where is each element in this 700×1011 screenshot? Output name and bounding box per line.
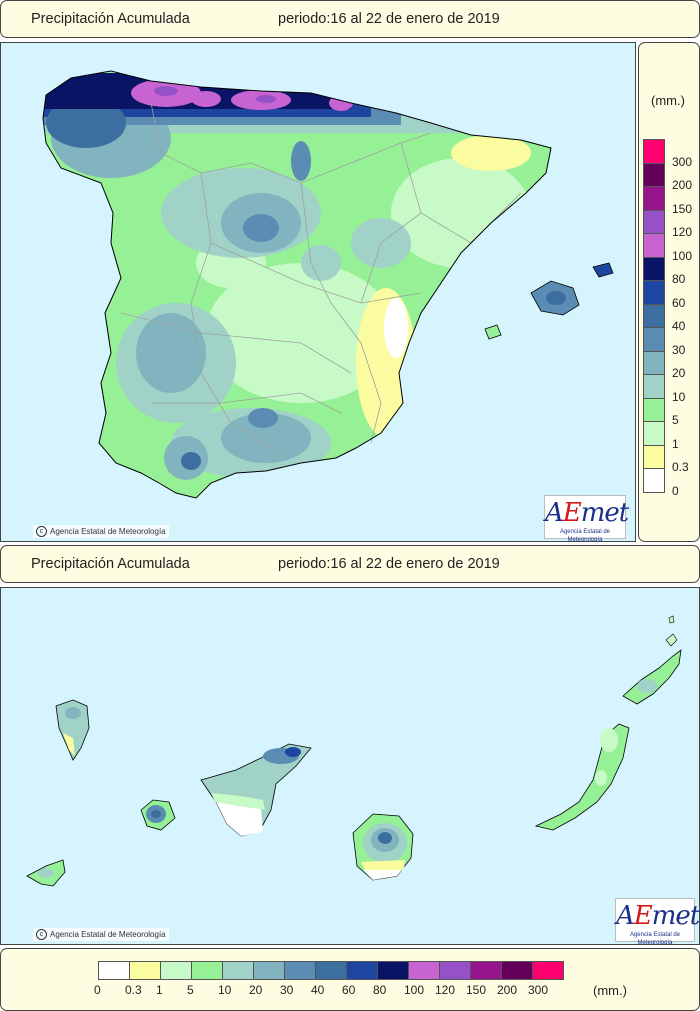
legend-swatch — [377, 961, 409, 980]
legend-threshold-label: 40 — [672, 319, 686, 333]
peninsula-map-title: Precipitación Acumulada — [31, 11, 190, 27]
legend-threshold-label: 10 — [672, 389, 686, 404]
vertical-legend-unit: (mm.) — [651, 93, 685, 108]
legend-swatch — [98, 961, 130, 980]
legend-threshold-label: 30 — [672, 342, 686, 357]
copyright-icon: c — [36, 526, 47, 537]
legend-threshold-label: 100 — [404, 983, 425, 997]
canarias-map: c Agencia Estatal de Meteorología AEmet … — [0, 587, 700, 945]
legend-threshold-label: 1 — [156, 983, 163, 997]
legend-threshold-label: 0 — [94, 983, 101, 997]
balearic-islands — [484, 262, 614, 340]
legend-threshold-label: 200 — [672, 178, 693, 192]
legend-swatch — [643, 186, 665, 211]
legend-swatch — [253, 961, 285, 980]
peninsula-copyright: c Agencia Estatal de Meteorología — [33, 525, 169, 538]
peninsula-map: c Agencia Estatal de Meteorología AEmet … — [0, 42, 636, 542]
legend-threshold-label: 1 — [672, 436, 679, 451]
island-gran-canaria — [352, 813, 414, 881]
legend-threshold-label: 80 — [672, 272, 686, 286]
legend-threshold-label: 20 — [249, 983, 263, 997]
peninsula-copyright-text: Agencia Estatal de Meteorología — [50, 527, 166, 536]
legend-threshold-label: 0.3 — [672, 460, 689, 474]
aemet-logo-subtitle: Agencia Estatal de Meteorología — [559, 529, 611, 542]
legend-swatch — [284, 961, 316, 980]
horizontal-legend-unit: (mm.) — [593, 983, 627, 998]
island-la-gomera — [140, 799, 176, 831]
legend-swatch — [643, 139, 665, 164]
island-fuerteventura — [534, 723, 630, 831]
legend-threshold-label: 100 — [672, 248, 693, 263]
aemet-logo-text: AEmet — [616, 901, 700, 931]
legend-swatch — [643, 209, 665, 234]
legend-threshold-label: 5 — [672, 413, 679, 427]
legend-swatch — [315, 961, 347, 980]
peninsula-aemet-logo: AEmet Agencia Estatal de Meteorología — [544, 495, 629, 542]
island-tenerife — [200, 743, 312, 837]
legend-threshold-label: 300 — [528, 983, 549, 997]
canarias-period: periodo:16 al 22 de enero de 2019 — [278, 556, 500, 572]
legend-threshold-label: 30 — [280, 983, 294, 997]
canarias-copyright: c Agencia Estatal de Meteorología — [33, 928, 169, 941]
peninsula-map-graphic — [42, 70, 614, 499]
legend-threshold-label: 0 — [672, 483, 679, 498]
legend-swatch — [643, 468, 665, 493]
legend-swatch — [643, 162, 665, 187]
legend-swatch — [501, 961, 533, 980]
canarias-map-title: Precipitación Acumulada — [31, 556, 190, 572]
legend-threshold-label: 20 — [672, 366, 686, 380]
peninsula-coastline — [42, 70, 552, 499]
legend-swatch — [129, 961, 161, 980]
legend-swatch — [160, 961, 192, 980]
aemet-logo-text: AEmet — [545, 498, 629, 528]
legend-swatch — [222, 961, 254, 980]
region-borders — [120, 102, 522, 454]
legend-threshold-label: 120 — [672, 225, 693, 239]
canarias-aemet-logo: AEmet Agencia Estatal de Meteorología — [615, 898, 700, 945]
legend-threshold-label: 300 — [672, 154, 693, 169]
legend-swatch — [643, 280, 665, 305]
copyright-icon: c — [36, 929, 47, 940]
legend-swatch — [408, 961, 440, 980]
legend-swatch — [439, 961, 471, 980]
legend-swatch — [643, 397, 665, 422]
legend-swatch — [643, 233, 665, 258]
vertical-legend-panel: (mm.) 300 200 150 120 100 80 60 40 30 20 10 5 1 0.3 0 — [638, 42, 700, 542]
legend-swatch — [643, 303, 665, 328]
island-lanzarote — [622, 615, 682, 705]
island-la-palma — [55, 699, 90, 761]
island-el-hierro — [26, 859, 66, 887]
legend-swatch — [191, 961, 223, 980]
legend-threshold-label: 150 — [466, 983, 487, 997]
legend-threshold-label: 40 — [311, 983, 325, 997]
legend-swatch — [643, 444, 665, 469]
legend-swatch — [643, 374, 665, 399]
legend-threshold-label: 200 — [497, 983, 518, 997]
legend-threshold-label: 0.3 — [125, 983, 142, 997]
legend-swatch — [643, 421, 665, 446]
legend-threshold-label: 120 — [435, 983, 456, 997]
legend-swatch — [532, 961, 564, 980]
legend-threshold-label: 150 — [672, 201, 693, 216]
legend-threshold-label: 10 — [218, 983, 232, 997]
legend-swatch — [643, 256, 665, 281]
legend-threshold-label: 80 — [373, 983, 387, 997]
canarias-title-bar: Precipitación Acumulada periodo:16 al 22… — [0, 545, 700, 583]
horizontal-legend-panel: 0 0.3 1 5 10 20 30 40 60 80 100 120 150 200 300 (mm.) — [0, 948, 700, 1011]
legend-threshold-label: 60 — [342, 983, 356, 997]
canarias-copyright-text: Agencia Estatal de Meteorología — [50, 930, 166, 939]
legend-swatch — [470, 961, 502, 980]
canarias-map-graphic — [26, 615, 682, 887]
legend-swatch — [643, 327, 665, 352]
legend-threshold-label: 5 — [187, 983, 194, 997]
legend-swatch — [346, 961, 378, 980]
peninsula-period: periodo:16 al 22 de enero de 2019 — [278, 11, 500, 27]
legend-swatch — [643, 350, 665, 375]
legend-threshold-label: 60 — [672, 295, 686, 310]
peninsula-title-bar: Precipitación Acumulada periodo:16 al 22… — [0, 0, 700, 38]
aemet-logo-subtitle: Agencia Estatal de Meteorología — [629, 932, 681, 945]
